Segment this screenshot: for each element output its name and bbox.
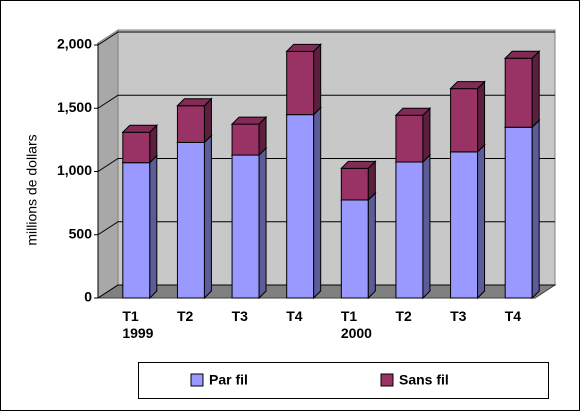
y-tick-label: 1,500 — [57, 99, 92, 115]
bar-segment — [231, 154, 260, 299]
bar-side — [531, 119, 540, 300]
y-tick-label: 2,000 — [57, 36, 92, 52]
bar-segment — [286, 114, 315, 299]
y-tick-label: 1,000 — [57, 162, 92, 178]
x-tick-label: T4 — [286, 308, 303, 324]
bar-segment — [504, 126, 533, 299]
floor — [96, 284, 557, 299]
bar-segment — [450, 151, 479, 299]
bar-segment — [395, 161, 424, 299]
bar-segment — [231, 123, 260, 156]
legend-swatch — [380, 373, 394, 387]
bar-top — [285, 43, 322, 52]
side-wall — [97, 29, 119, 299]
bar-segment — [395, 114, 424, 163]
bar-segment — [122, 162, 151, 299]
bar-top — [230, 116, 268, 125]
x-tick-label: T3 — [231, 308, 248, 324]
bar-side — [477, 80, 486, 154]
bar-top — [449, 81, 486, 90]
bar-top — [176, 98, 213, 107]
bar-side — [477, 143, 486, 300]
grid-line — [97, 31, 555, 46]
x-tick-label: T2 — [395, 308, 412, 324]
y-axis-label: millions de dollars — [24, 134, 40, 245]
grid-line — [97, 94, 555, 109]
y-tick-label: 0 — [84, 289, 92, 305]
bar-segment — [176, 141, 205, 299]
bar-segment — [176, 105, 205, 143]
bar-side — [149, 154, 158, 300]
bar-side — [258, 146, 267, 300]
bar-segment — [286, 50, 315, 116]
bar-side — [422, 107, 431, 164]
bar-top — [121, 124, 159, 133]
bar-side — [313, 43, 322, 116]
bar-side — [203, 134, 212, 300]
legend-box — [138, 362, 549, 399]
bar-side — [422, 153, 431, 300]
bar-segment — [122, 131, 151, 164]
bar-top — [394, 107, 432, 116]
bar-segment — [450, 88, 479, 153]
y-tick-label: 500 — [69, 225, 93, 241]
bar-segment — [340, 199, 369, 299]
x-tick-label: T3 — [450, 308, 467, 324]
bar-top — [340, 160, 377, 169]
bar-side — [313, 106, 322, 300]
bar-side — [367, 191, 376, 300]
legend-swatch — [190, 373, 204, 387]
bar-top — [503, 50, 541, 59]
x-tick-label: T2 — [176, 308, 194, 324]
x-tick-label: T4 — [504, 308, 522, 324]
bar-segment — [340, 167, 369, 201]
legend-label: Par fil — [209, 372, 248, 388]
bar-segment — [504, 57, 533, 128]
bar-side — [531, 50, 540, 129]
x-tick-label: T1 1999 — [122, 308, 154, 341]
legend-label: Sans fil — [399, 372, 449, 388]
x-tick-label: T1 2000 — [340, 308, 372, 341]
